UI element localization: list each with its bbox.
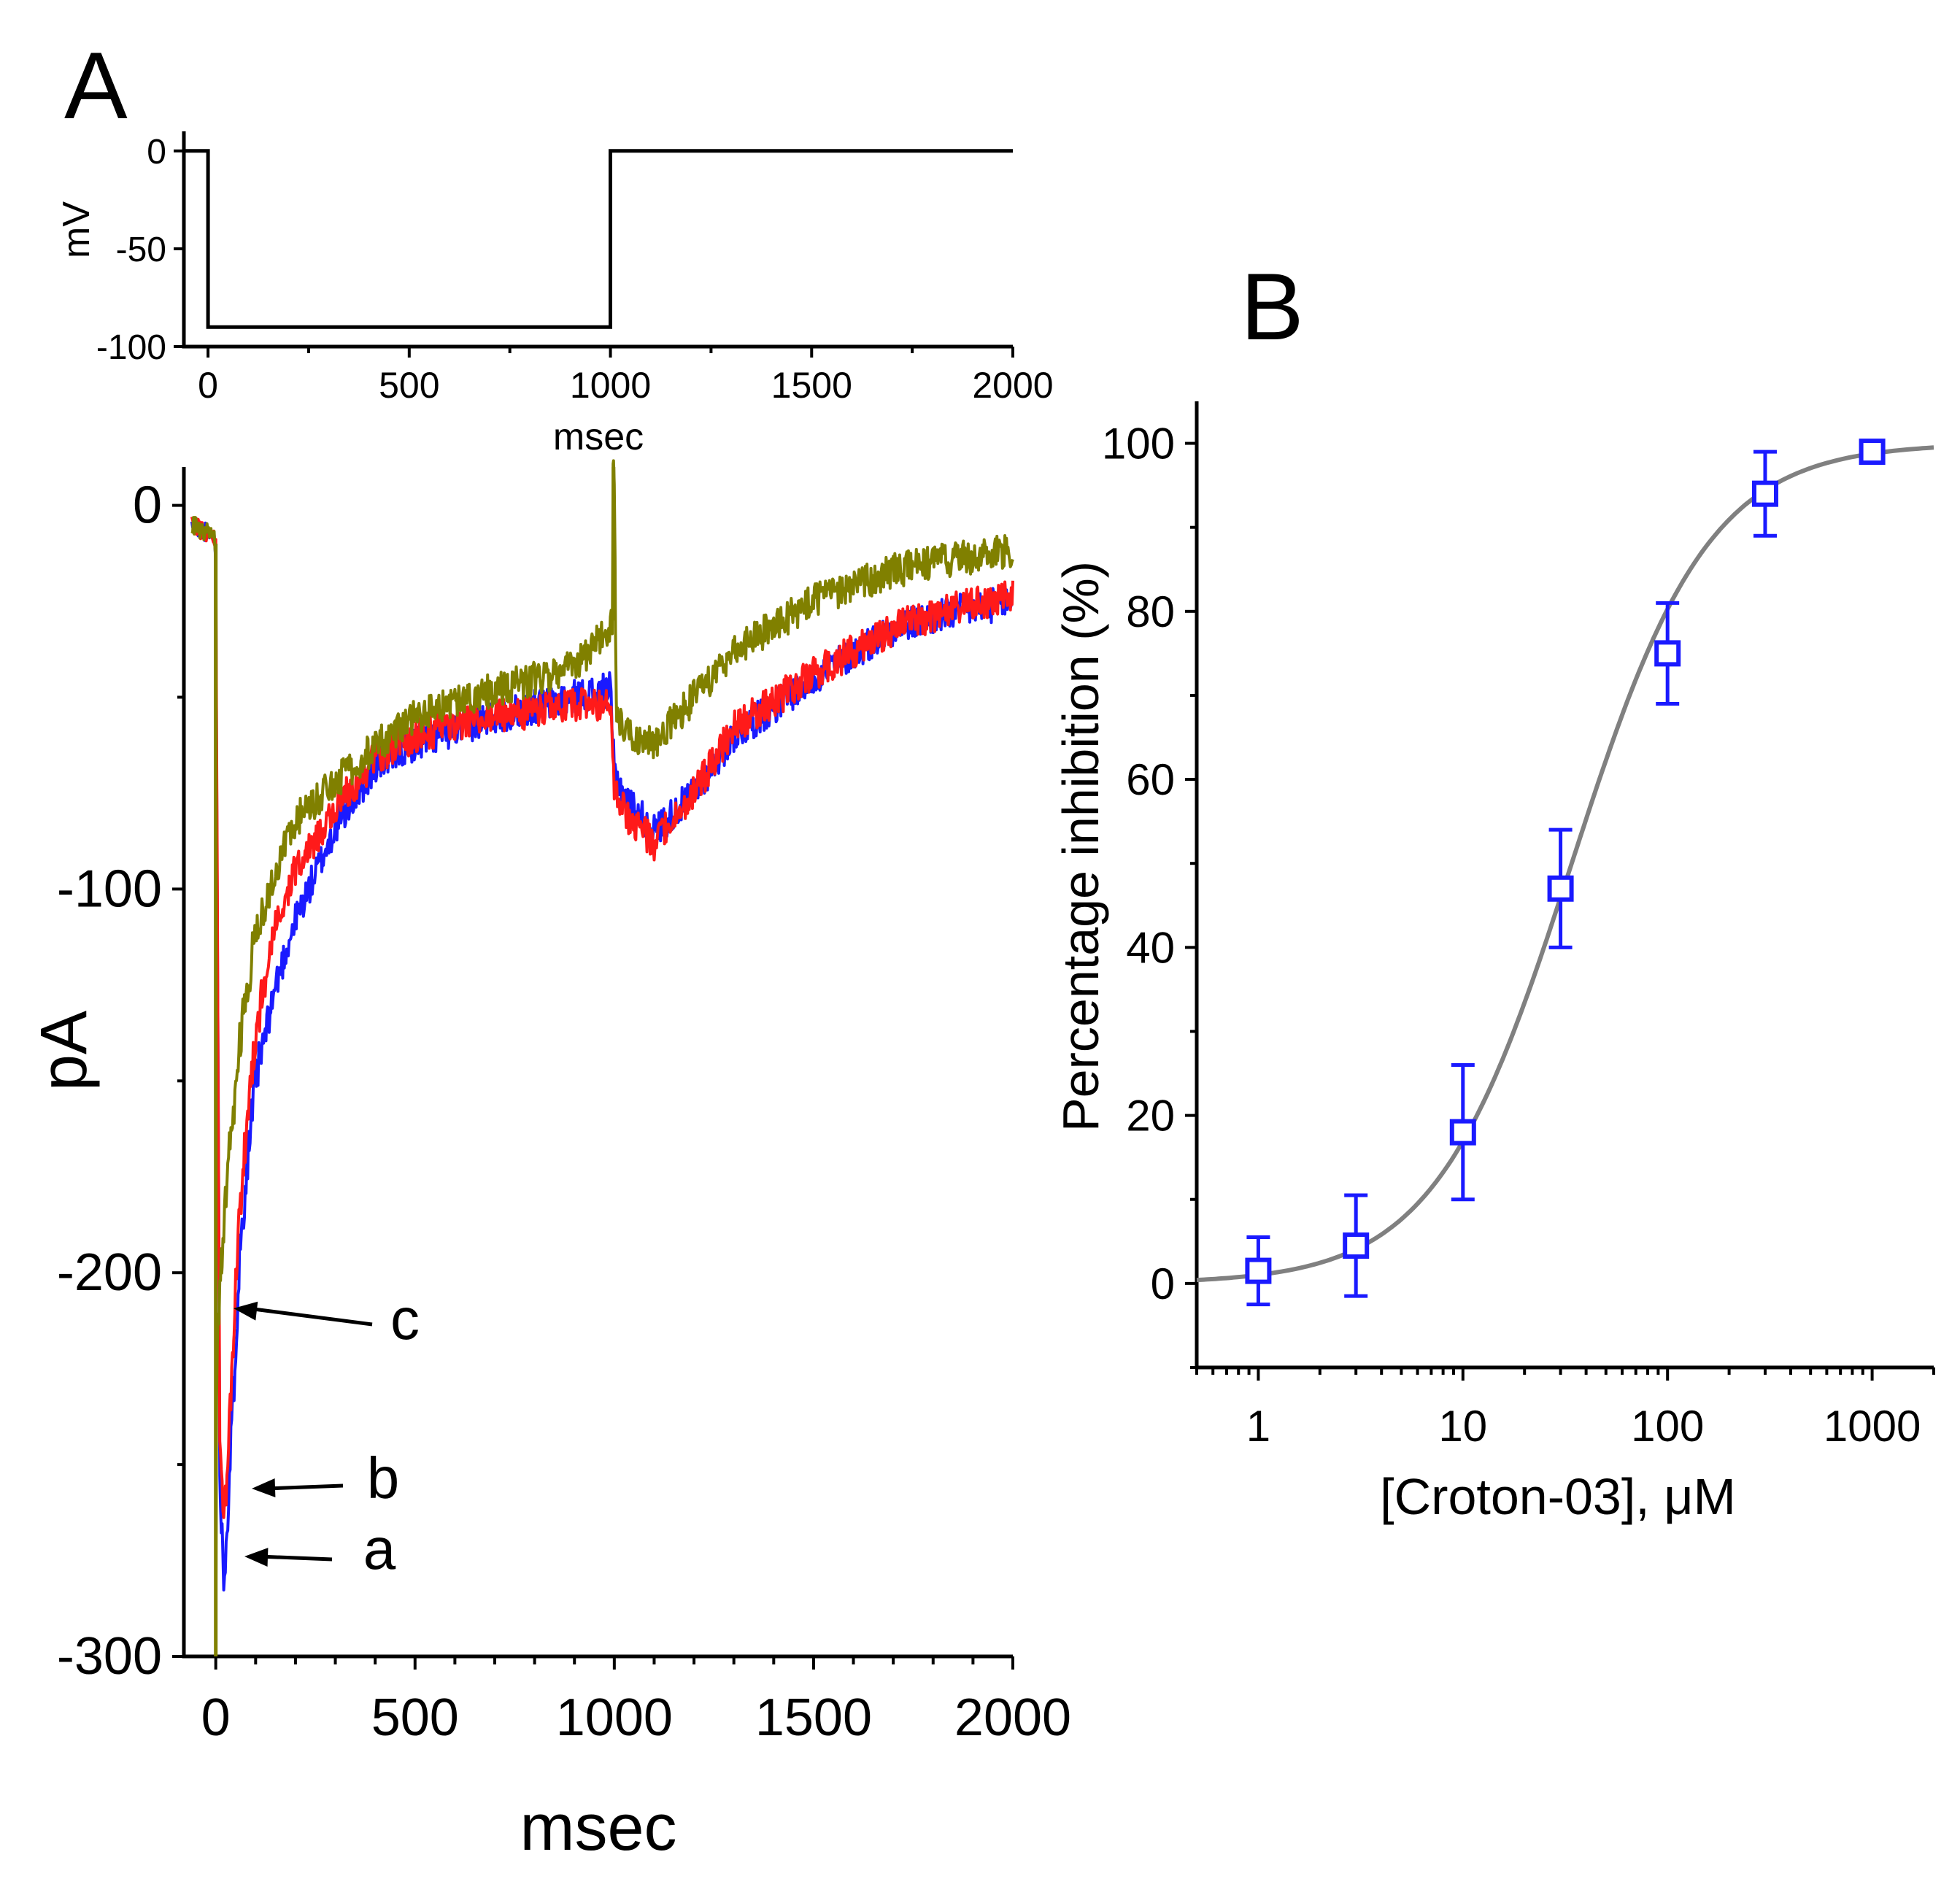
data-point-marker [1343, 1232, 1370, 1259]
dose-xtick-label: 10 [1438, 1402, 1487, 1451]
annotation-arrow-shaft-a [258, 1554, 333, 1562]
current-xtick-label: 1500 [755, 1689, 872, 1747]
voltage-xlabel: msec [553, 416, 644, 458]
annotation-arrow-shaft-b [266, 1483, 344, 1491]
current-xtick-label: 2000 [954, 1689, 1071, 1747]
current-ytick-label: -100 [57, 860, 162, 918]
voltage-ylabel: mV [55, 201, 98, 258]
voltage-xtick-label: 500 [379, 365, 439, 406]
data-point-marker [1654, 640, 1681, 667]
dose-ylabel: Percentage inhibition (%) [1052, 561, 1109, 1132]
voltage-trace [184, 149, 1013, 329]
voltage-xtick-label: 0 [198, 365, 218, 406]
current-xlabel: msec [520, 1791, 676, 1864]
panel-label-b: B [1241, 253, 1304, 360]
dose-ytick-label: 20 [1126, 1092, 1175, 1141]
dose-ytick-label: 60 [1126, 755, 1175, 804]
current-ylabel: pA [28, 1011, 101, 1091]
current-ytick-label: 0 [133, 476, 162, 535]
data-point-marker [1449, 1119, 1476, 1146]
annotation-label-c: c [390, 1286, 420, 1351]
current-traces-plot: 0 500 1000 1500 2000 0 -100 -200 -300 pA msec a… [28, 459, 1071, 1864]
current-trace-c [190, 459, 1014, 1656]
annotation-label-a: a [363, 1516, 396, 1581]
panel-label-a: A [64, 32, 128, 139]
data-point-marker [1859, 439, 1886, 466]
voltage-xtick-label: 2000 [972, 365, 1053, 406]
dose-xtick-label: 100 [1631, 1402, 1704, 1451]
dose-ytick-label: 80 [1126, 587, 1175, 636]
current-xtick-label: 0 [201, 1689, 231, 1747]
dose-ytick-label: 100 [1102, 420, 1175, 468]
voltage-xtick-label: 1000 [570, 365, 651, 406]
dose-ytick-label: 0 [1151, 1259, 1175, 1308]
data-point-marker [1751, 480, 1778, 507]
data-point-marker [1245, 1257, 1272, 1284]
voltage-protocol-plot: 0 500 1000 1500 2000 0 -50 -100 mV msec [55, 131, 1054, 458]
annotation-arrowhead-c [234, 1301, 258, 1321]
current-ytick-label: -300 [57, 1627, 162, 1686]
dose-xtick-label: 1 [1246, 1402, 1270, 1451]
annotation-label-b: b [367, 1446, 400, 1510]
voltage-ytick-label: 0 [147, 133, 166, 171]
annotation-arrow-shaft-c [247, 1306, 373, 1327]
annotation-arrowhead-b [252, 1478, 276, 1497]
current-ytick-label: -200 [57, 1243, 162, 1302]
voltage-ytick-label: -50 [116, 231, 166, 269]
voltage-xtick-label: 1500 [771, 365, 852, 406]
dose-xlabel: [Croton-03], μM [1380, 1468, 1736, 1525]
dose-response-plot: 1 10 100 1000 0 20 40 60 80 100 Percentage inhib… [1052, 401, 1935, 1525]
data-point-marker [1547, 875, 1574, 902]
current-trace-b [190, 516, 1014, 1519]
annotation-arrowhead-a [244, 1548, 269, 1567]
voltage-ytick-label: -100 [96, 328, 166, 367]
current-xtick-label: 1000 [556, 1689, 673, 1747]
dose-ytick-label: 40 [1126, 923, 1175, 972]
dose-xtick-label: 1000 [1824, 1402, 1921, 1451]
current-xtick-label: 500 [371, 1689, 459, 1747]
